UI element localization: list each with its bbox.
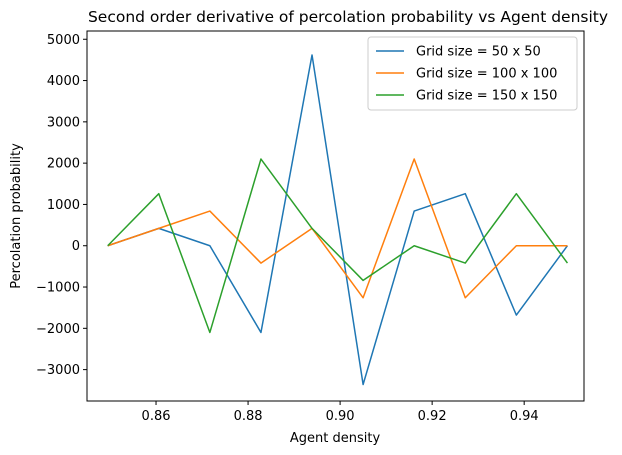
x-tick-label: 0.88 — [234, 409, 263, 424]
x-axis: 0.86 0.88 0.90 0.92 0.94 — [142, 401, 539, 424]
y-tick-label: −2000 — [36, 322, 80, 337]
legend-label-1: Grid size = 50 x 50 — [416, 45, 541, 60]
x-tick-label: 0.94 — [510, 409, 539, 424]
y-tick-label: −1000 — [36, 281, 80, 296]
y-axis: −3000 −2000 −1000 0 1000 2000 3000 4000 5000 — [36, 33, 87, 378]
y-tick-label: 1000 — [47, 198, 80, 213]
y-tick-label: 4000 — [47, 74, 80, 89]
plot-area — [107, 54, 569, 386]
series-line-1 — [107, 54, 569, 386]
x-tick-label: 0.86 — [142, 409, 171, 424]
legend-box — [367, 36, 578, 111]
legend: Grid size = 50 x 50 Grid size = 100 x 100… — [367, 36, 578, 111]
plot-frame — [86, 30, 585, 402]
x-tick-label: 0.90 — [326, 409, 355, 424]
legend-label-2: Grid size = 100 x 100 — [416, 67, 557, 82]
series-line-2 — [107, 158, 568, 299]
x-axis-label: Agent density — [290, 431, 381, 446]
chart-title: Second order derivative of percolation p… — [88, 8, 608, 26]
x-tick-label: 0.92 — [418, 409, 447, 424]
y-tick-label: −3000 — [36, 363, 80, 378]
y-tick-label: 3000 — [47, 115, 80, 130]
legend-label-3: Grid size = 150 x 150 — [416, 89, 557, 104]
y-tick-label: 0 — [72, 239, 80, 254]
y-tick-label: 2000 — [47, 157, 80, 172]
y-axis-label: Percolation probability — [9, 143, 24, 289]
series-line-3 — [107, 158, 569, 334]
y-tick-label: 5000 — [47, 33, 80, 48]
